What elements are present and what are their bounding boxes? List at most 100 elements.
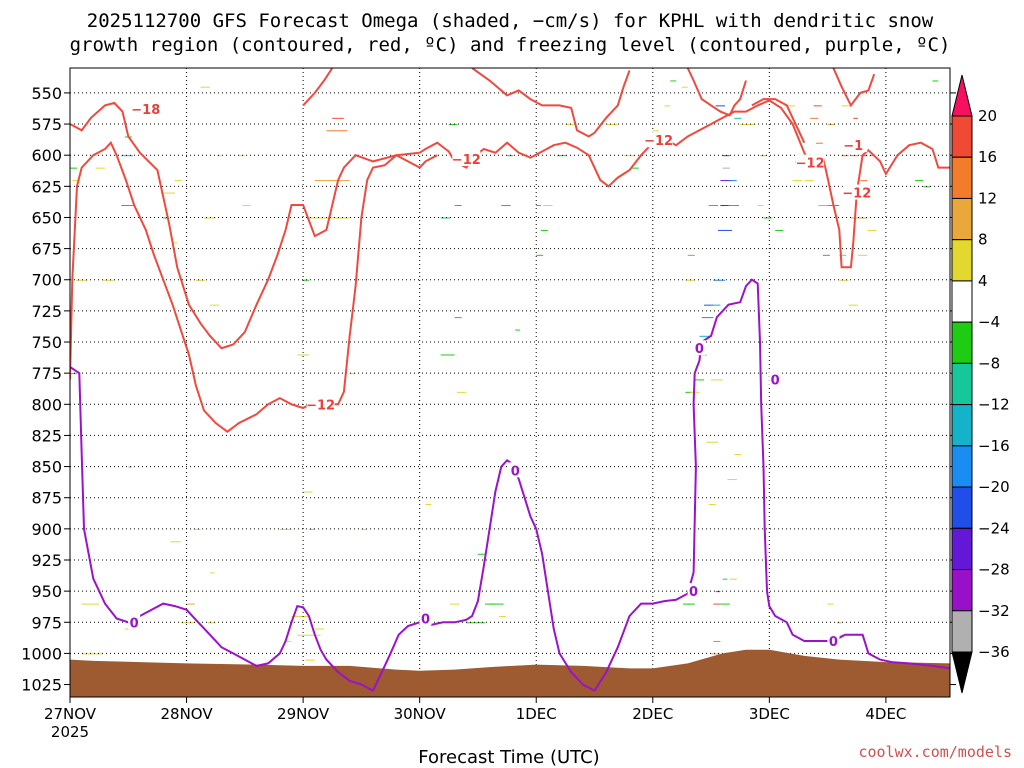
purple-contour-label: 0 (695, 342, 704, 357)
omega-cell (704, 304, 714, 306)
omega-cell (722, 578, 728, 580)
omega-cell (839, 254, 847, 256)
omega-cell (713, 640, 721, 642)
y-tick-label: 950 (31, 582, 62, 601)
contour-label-bg (644, 132, 673, 148)
omega-cell (729, 578, 737, 580)
y-tick-label: 875 (31, 489, 62, 508)
x-tick-label: 3DEC (749, 705, 790, 723)
omega-cell (932, 80, 939, 82)
omega-cell (193, 528, 201, 530)
omega-cell (748, 124, 756, 126)
red-contour-label: −12 (452, 153, 481, 168)
contour-label-bg (306, 396, 335, 412)
omega-cell (708, 503, 716, 505)
y-tick-label: 900 (31, 520, 62, 539)
omega-cell (121, 155, 133, 157)
red-contour-label: −12 (644, 134, 673, 149)
contour-label-bg (131, 101, 160, 117)
omega-cell (687, 603, 695, 605)
omega-cell (869, 155, 875, 157)
purple-contour-label: 0 (421, 613, 430, 628)
dendritic-growth-contours (70, 68, 950, 433)
colorbar-tick-label: 4 (978, 272, 988, 290)
omega-cell (711, 304, 721, 306)
omega-cell (305, 659, 315, 661)
omega-cell (326, 130, 348, 132)
omega-cell (95, 167, 105, 169)
contour-label-bg (693, 340, 706, 356)
x-tick-label: 2DEC (632, 705, 673, 723)
omega-cell (440, 217, 450, 219)
omega-cell (713, 603, 721, 605)
omega-cell (456, 391, 467, 393)
omega-cell (827, 603, 834, 605)
omega-cell (760, 155, 768, 157)
omega-cell (172, 242, 178, 244)
omega-cell (501, 205, 511, 207)
red-contour-line (302, 68, 334, 107)
omega-cell (729, 180, 737, 182)
contour-label-bg (796, 154, 825, 170)
omega-cell (860, 155, 868, 157)
plot-frame (69, 67, 951, 698)
contour-label-bg (128, 614, 141, 630)
omega-cell (489, 603, 504, 605)
omega-cell (718, 229, 733, 231)
colorbar-tick-label: −12 (978, 396, 1010, 414)
omega-cell (720, 603, 730, 605)
omega-cell (308, 528, 315, 530)
red-contour-line (70, 99, 950, 350)
red-contour-label: −12 (306, 398, 335, 413)
x-tick-label: 30NOV (394, 705, 447, 723)
contour-label-bg (419, 610, 432, 626)
omega-cell (836, 622, 842, 624)
omega-cell (216, 155, 222, 157)
omega-cell (623, 155, 636, 157)
chart-title-line2: growth region (contoured, red, ºC) and f… (70, 34, 951, 56)
omega-cell (711, 379, 723, 381)
omega-cell (515, 329, 520, 331)
omega-cell (815, 142, 823, 144)
colorbar-tick-label: −32 (978, 602, 1010, 620)
x-tick-label: 4DEC (865, 705, 906, 723)
red-contour-line (686, 68, 747, 117)
omega-cell (687, 254, 695, 256)
colorbar-segment (951, 527, 973, 571)
y-tick-label: 850 (31, 458, 62, 477)
omega-cell (915, 180, 924, 182)
purple-contour-label: 0 (829, 635, 838, 650)
terrain-fill (70, 649, 950, 697)
red-contour-line (471, 68, 631, 138)
omega-cell (160, 192, 175, 194)
y-tick-label: 975 (31, 613, 62, 632)
omega-cell (711, 653, 721, 655)
omega-cell (361, 528, 368, 530)
omega-cell (827, 124, 835, 126)
omega-cell (303, 491, 313, 493)
colorbar-segment (951, 610, 973, 653)
omega-cell (728, 205, 740, 207)
purple-contour-line (593, 278, 950, 692)
omega-cell (786, 105, 795, 107)
omega-cell (822, 254, 830, 256)
contour-labels: −18 −12 −12 −12 −12 −1 −12 0 0 0 0 0 0 0 (128, 101, 871, 650)
omega-cell (70, 373, 77, 375)
y-tick-label: 775 (31, 364, 62, 383)
omega-cell (297, 354, 309, 356)
omega-cell (867, 229, 877, 231)
omega-cell (757, 205, 764, 207)
colorbar-segment (951, 239, 973, 282)
omega-cell (70, 167, 77, 169)
colorbar-segment (951, 404, 973, 447)
colorbar-segment (951, 445, 973, 488)
omega-cell (543, 205, 553, 207)
omega-cell (670, 80, 677, 82)
omega-cell (349, 373, 356, 375)
omega-cell (195, 279, 206, 281)
contour-label-bg (687, 583, 700, 599)
omega-cell (804, 180, 814, 182)
y-axis-pressure: 550 575 600 625 650 675 700 725 750 775 800 825 850 8… (21, 84, 956, 695)
omega-cell (775, 229, 784, 231)
